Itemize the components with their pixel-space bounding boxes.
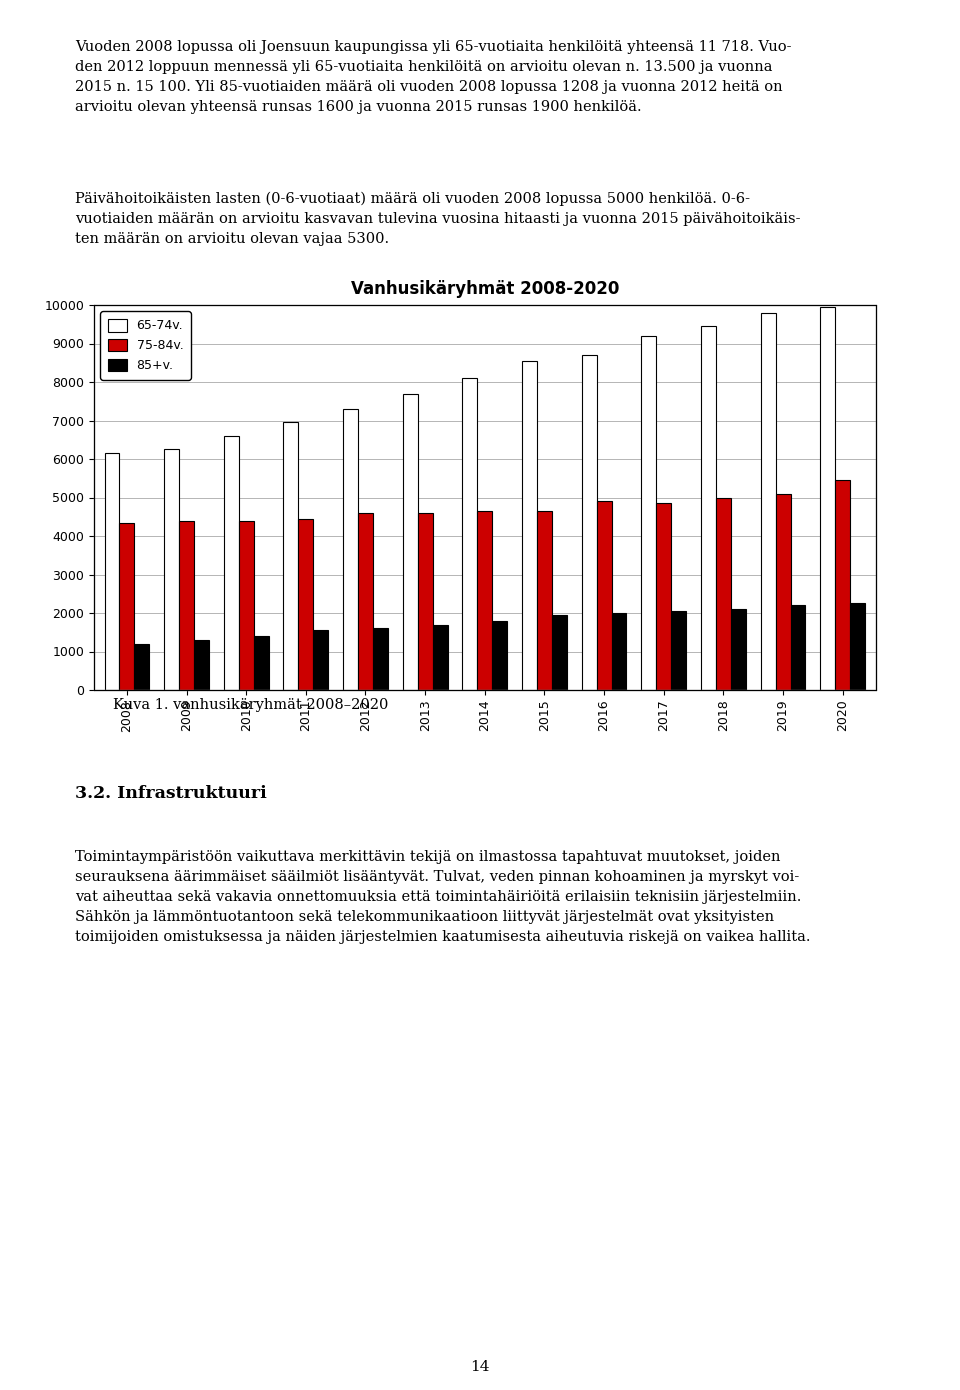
Bar	[790, 605, 805, 689]
Bar	[343, 409, 358, 689]
Bar	[776, 493, 790, 689]
Bar	[821, 307, 835, 689]
Bar	[94, 304, 876, 689]
Bar	[105, 453, 119, 689]
Bar	[358, 513, 372, 689]
Bar	[716, 498, 731, 689]
Text: Toimintaympäristöön vaikuttava merkittävin tekijä on ilmastossa tapahtuvat muuto: Toimintaympäristöön vaikuttava merkittäv…	[75, 851, 810, 944]
Bar	[835, 480, 851, 689]
Bar	[164, 449, 180, 689]
Bar	[253, 637, 269, 689]
Bar	[522, 361, 537, 689]
Text: Päivähoitoikäisten lasten (0-6-vuotiaat) määrä oli vuoden 2008 lopussa 5000 henk: Päivähoitoikäisten lasten (0-6-vuotiaat)…	[75, 192, 801, 246]
Bar	[418, 513, 433, 689]
Bar	[403, 393, 418, 689]
Bar	[134, 644, 149, 689]
Bar	[313, 630, 328, 689]
Text: Vuoden 2008 lopussa oli Joensuun kaupungissa yli 65-vuotiaita henkilöitä yhteens: Vuoden 2008 lopussa oli Joensuun kaupung…	[75, 40, 791, 114]
Bar	[239, 521, 253, 689]
Bar	[641, 336, 657, 689]
Bar	[194, 639, 209, 689]
Bar	[760, 313, 776, 689]
Bar	[283, 423, 299, 689]
Bar	[372, 628, 388, 689]
Bar	[119, 523, 134, 689]
Bar	[477, 512, 492, 689]
Bar	[597, 502, 612, 689]
Bar	[671, 612, 686, 689]
Bar	[180, 521, 194, 689]
Bar	[537, 512, 552, 689]
Text: 14: 14	[470, 1359, 490, 1373]
Bar	[224, 436, 239, 689]
Title: Vanhusikäryhmät 2008-2020: Vanhusikäryhmät 2008-2020	[350, 279, 619, 297]
Bar	[552, 614, 566, 689]
Bar	[612, 613, 627, 689]
Bar	[657, 503, 671, 689]
Bar	[851, 603, 865, 689]
Text: Kuva 1. vanhusikäryhmät 2008–2020: Kuva 1. vanhusikäryhmät 2008–2020	[113, 698, 389, 712]
Bar	[433, 624, 447, 689]
Bar	[299, 518, 313, 689]
Bar	[492, 621, 507, 689]
Bar	[731, 609, 746, 689]
Legend: 65-74v., 75-84v., 85+v.: 65-74v., 75-84v., 85+v.	[101, 311, 191, 379]
Bar	[582, 354, 597, 689]
Bar	[701, 327, 716, 689]
Bar	[463, 378, 477, 689]
Text: 3.2. Infrastruktuuri: 3.2. Infrastruktuuri	[75, 785, 267, 802]
